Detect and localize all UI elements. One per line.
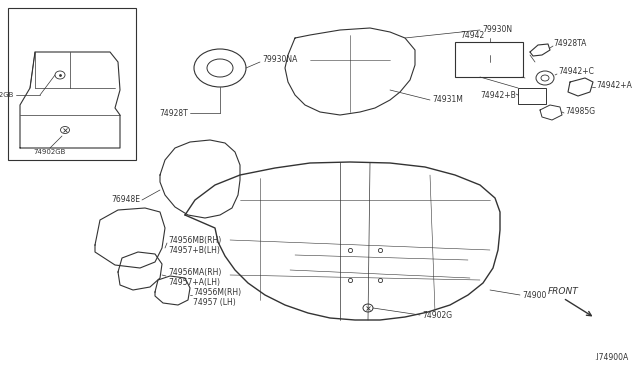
- Text: 74942+A: 74942+A: [596, 81, 632, 90]
- Text: 74957+A(LH): 74957+A(LH): [168, 278, 220, 286]
- Text: FRONT: FRONT: [548, 288, 579, 296]
- Text: 74902G: 74902G: [422, 311, 452, 320]
- Text: 74942+B: 74942+B: [480, 90, 516, 99]
- Text: 74942: 74942: [460, 31, 484, 39]
- Text: 74931M: 74931M: [432, 96, 463, 105]
- Text: 74957+B(LH): 74957+B(LH): [168, 246, 220, 254]
- Text: .I74900A: .I74900A: [594, 353, 628, 362]
- Bar: [518, 88, 546, 104]
- Text: 79930NA: 79930NA: [262, 55, 298, 64]
- Text: 79930N: 79930N: [482, 26, 512, 35]
- Text: 74942+C: 74942+C: [558, 67, 594, 77]
- Text: 74928T: 74928T: [159, 109, 188, 118]
- Text: 74900: 74900: [522, 291, 547, 299]
- Text: 74928TA: 74928TA: [553, 39, 586, 48]
- Text: 74985G: 74985G: [565, 108, 595, 116]
- Text: 74956MB(RH): 74956MB(RH): [168, 235, 221, 244]
- Text: 74902GB: 74902GB: [34, 149, 66, 155]
- Text: 74956M(RH): 74956M(RH): [193, 288, 241, 296]
- Text: 76948E: 76948E: [111, 196, 140, 205]
- Text: 74957 (LH): 74957 (LH): [193, 298, 236, 307]
- Bar: [455, 42, 523, 77]
- Text: 74902GB: 74902GB: [0, 92, 14, 98]
- Bar: [8, 8, 136, 160]
- Text: 74956MA(RH): 74956MA(RH): [168, 267, 221, 276]
